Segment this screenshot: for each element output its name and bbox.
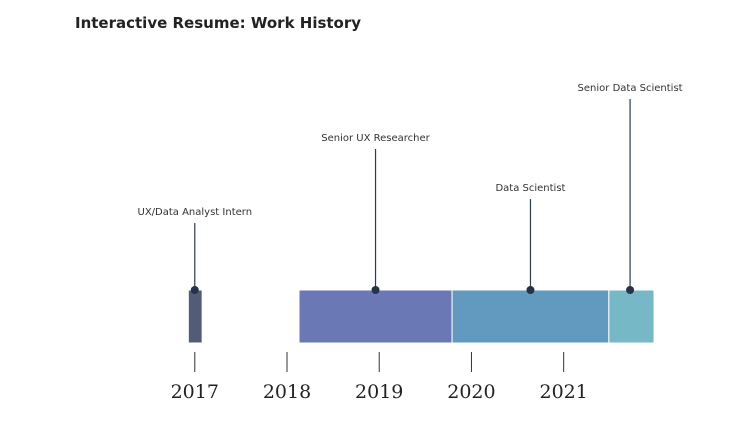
role-label: Data Scientist: [495, 183, 565, 194]
role-label: Senior UX Researcher: [321, 133, 430, 144]
x-tick-label: 2017: [171, 381, 219, 403]
role-marker[interactable]: [371, 286, 380, 294]
role-marker[interactable]: [190, 286, 199, 294]
role-bar[interactable]: [298, 289, 453, 344]
x-tick-label: 2018: [263, 381, 311, 403]
labels-layer: UX/Data Analyst Intern Senior UX Research…: [138, 83, 683, 218]
role-bar[interactable]: [608, 289, 655, 344]
role-label: Senior Data Scientist: [578, 83, 683, 94]
role-marker[interactable]: [626, 286, 635, 294]
x-axis: 2017 2018 2019 2020 2021: [171, 352, 588, 403]
chart-title: Interactive Resume: Work History: [75, 14, 362, 32]
role-label: UX/Data Analyst Intern: [138, 207, 253, 218]
stems-layer: [190, 99, 635, 294]
role-marker[interactable]: [526, 286, 535, 294]
x-tick-label: 2019: [355, 381, 403, 403]
x-tick-label: 2021: [539, 381, 587, 403]
x-tick-label: 2020: [447, 381, 495, 403]
role-bar[interactable]: [451, 289, 610, 344]
role-bar[interactable]: [187, 289, 203, 344]
bars-layer: [187, 289, 655, 344]
